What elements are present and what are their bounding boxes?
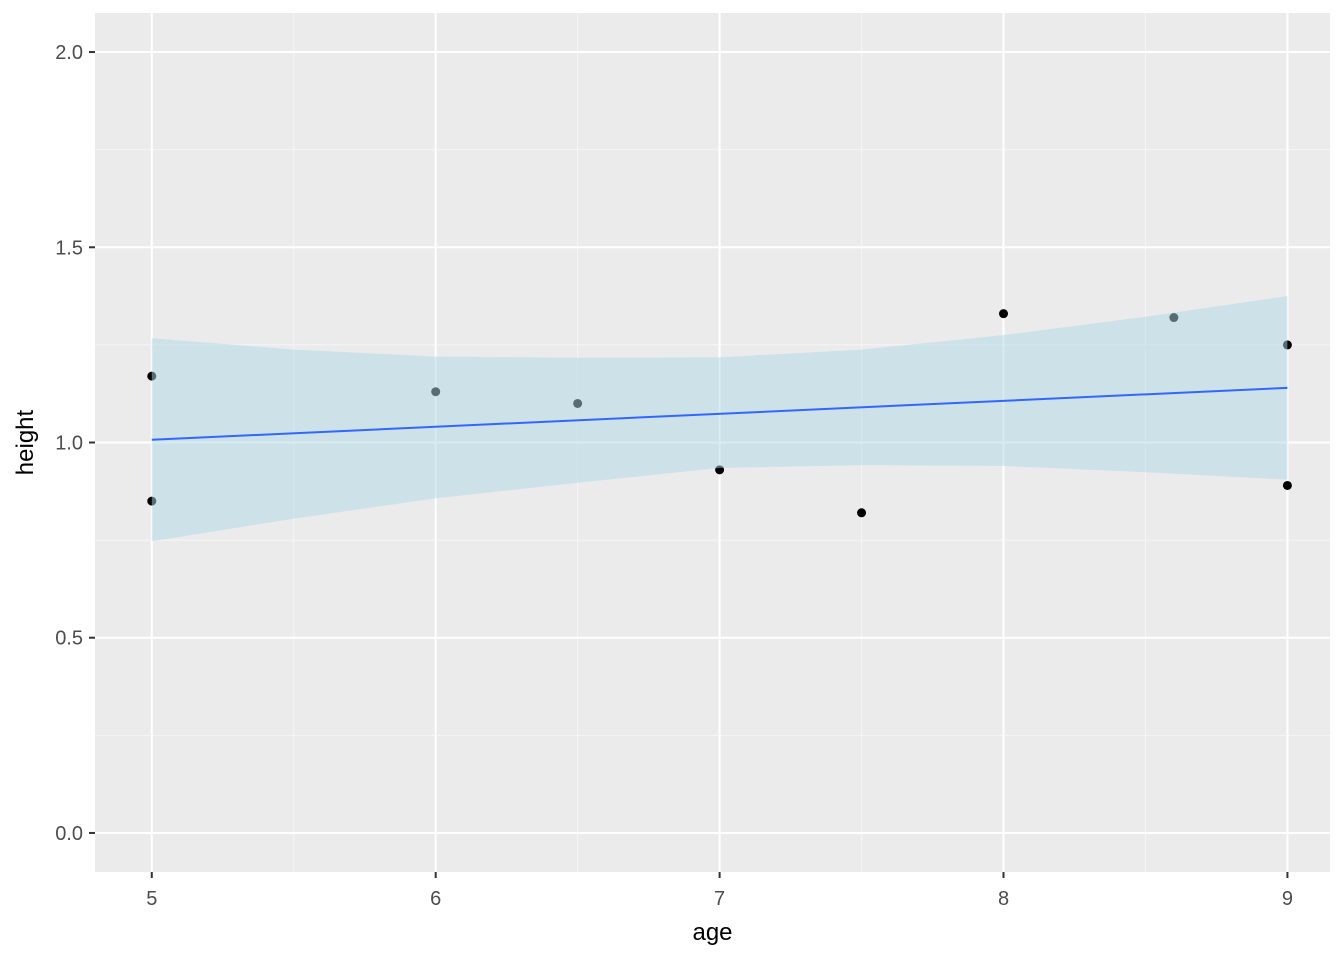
x-tick-label: 8 xyxy=(998,888,1009,910)
x-tick-label: 9 xyxy=(1282,888,1293,910)
data-point xyxy=(1282,480,1292,490)
y-tick-label: 2.0 xyxy=(55,42,83,64)
y-tick-label: 0.5 xyxy=(55,628,83,650)
y-tick-label: 1.0 xyxy=(55,433,83,455)
x-tick-label: 6 xyxy=(430,888,441,910)
data-point xyxy=(999,309,1009,319)
confidence-band xyxy=(151,296,1288,542)
y-tick-label: 0.0 xyxy=(55,823,83,845)
trend-line xyxy=(151,386,1288,441)
data-point xyxy=(857,508,867,518)
x-axis-title: age xyxy=(692,919,732,946)
y-axis-ticks: 0.0 0.5 1.0 1.5 2.0 xyxy=(55,42,95,845)
y-tick-label: 1.5 xyxy=(55,237,83,259)
x-axis-ticks: 5 6 7 8 9 xyxy=(146,872,1293,910)
y-axis-title: height xyxy=(12,409,39,475)
x-tick-label: 7 xyxy=(714,888,725,910)
x-tick-label: 5 xyxy=(146,888,157,910)
